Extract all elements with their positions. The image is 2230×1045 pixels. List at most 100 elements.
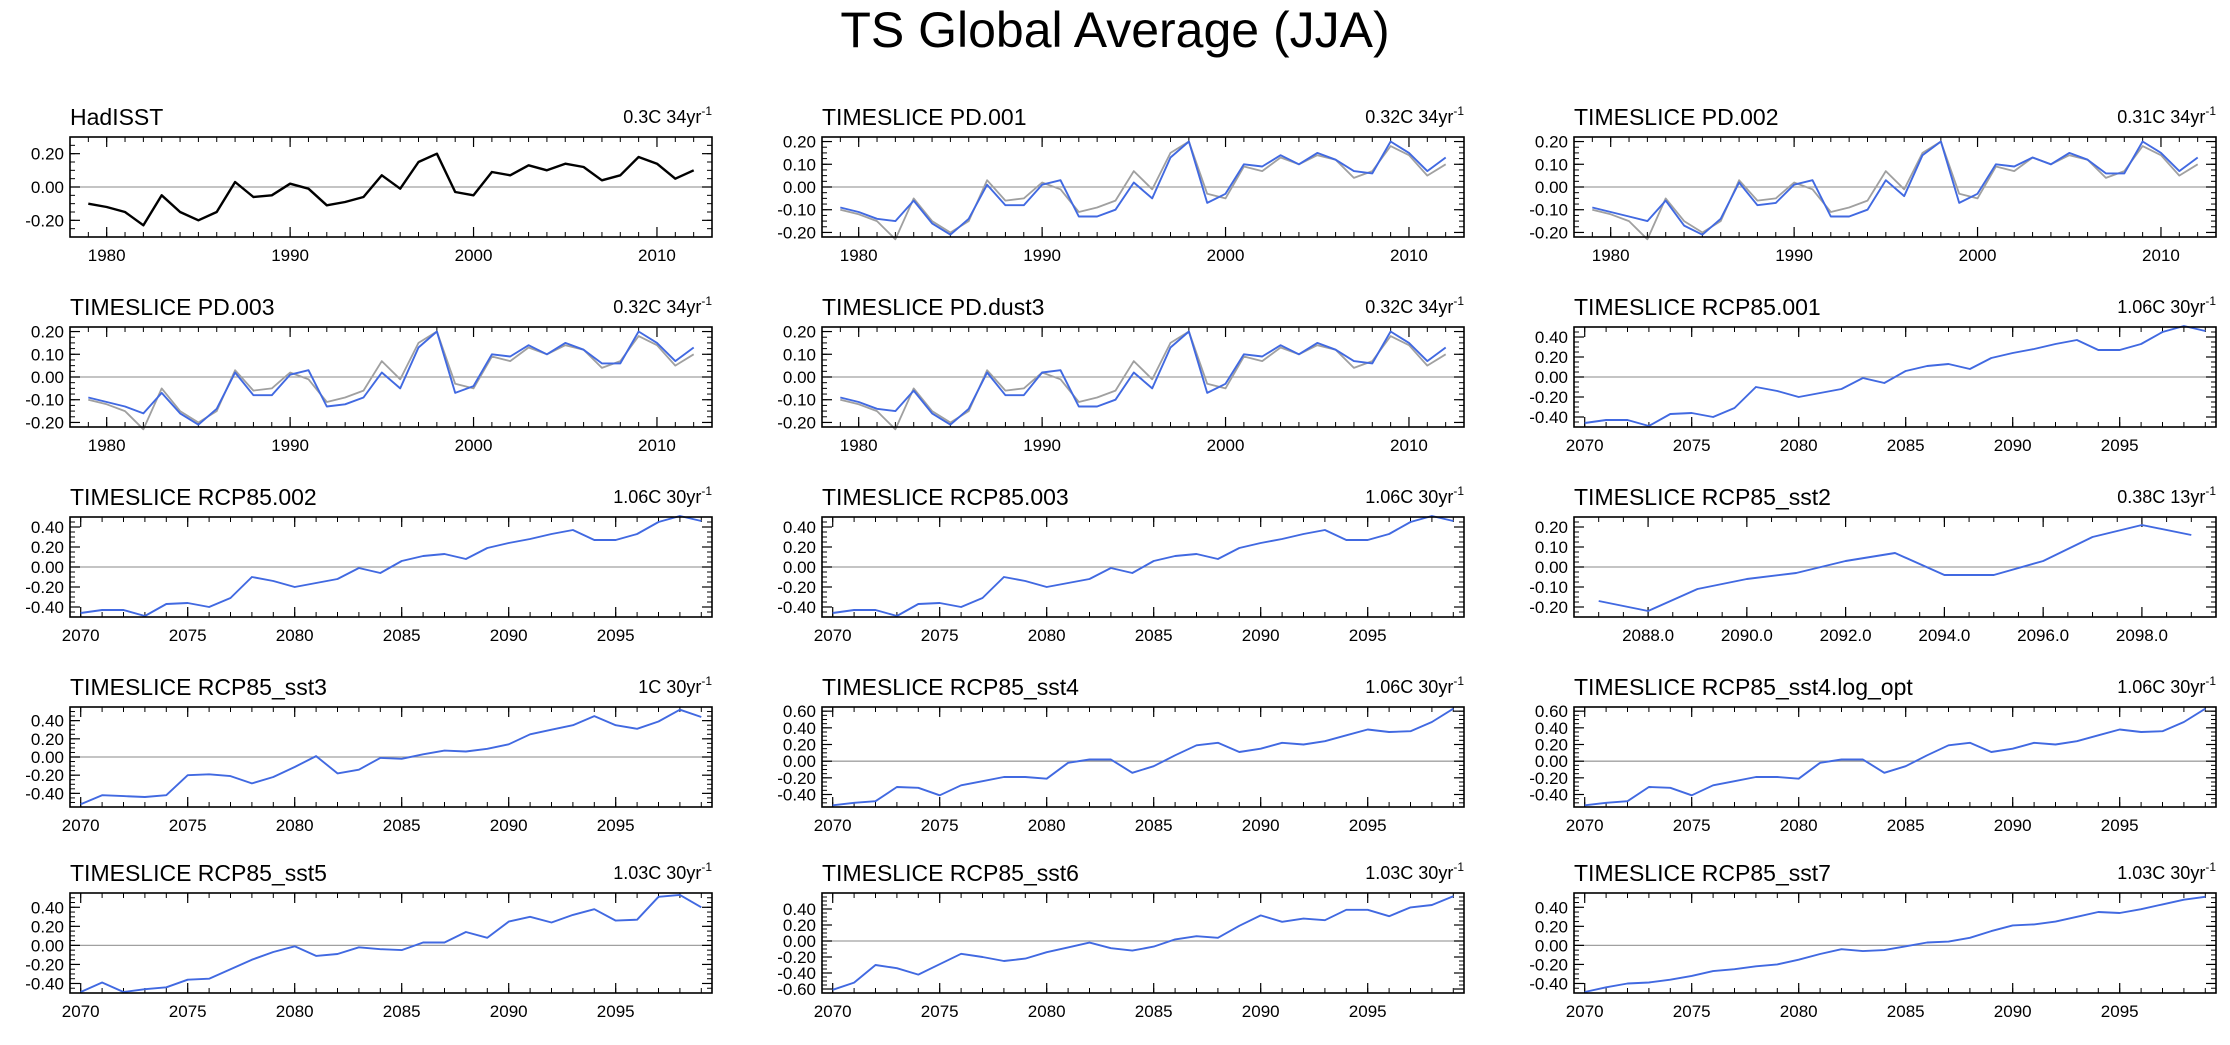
- x-tick-label: 1980: [840, 436, 878, 455]
- y-tick-label: -0.10: [777, 201, 816, 220]
- y-tick-label: 0.00: [1535, 558, 1568, 577]
- x-tick-label: 2085: [1887, 1002, 1925, 1021]
- y-tick-label: 0.20: [783, 323, 816, 342]
- x-tick-label: 2090: [1994, 816, 2032, 835]
- x-tick-label: 2070: [62, 626, 100, 645]
- y-tick-label: 0.00: [783, 558, 816, 577]
- y-tick-label: -0.20: [1529, 223, 1568, 242]
- x-tick-label: 2085: [1135, 816, 1173, 835]
- y-tick-label: 0.20: [783, 736, 816, 755]
- y-tick-label: 0.00: [783, 752, 816, 771]
- x-tick-label: 2095: [2101, 816, 2139, 835]
- plot-frame: [1573, 326, 2217, 428]
- x-tick-label: 2010: [2142, 246, 2180, 265]
- x-tick-label: 2090: [1994, 1002, 2032, 1021]
- x-tick-label: 2095: [2101, 1002, 2139, 1021]
- x-tick-label: 1990: [271, 436, 309, 455]
- panel-title: TIMESLICE RCP85.001: [1574, 294, 1821, 320]
- y-tick-label: -0.20: [1529, 598, 1568, 617]
- panel-title: TIMESLICE PD.dust3: [822, 294, 1044, 320]
- plot-frame: [69, 892, 713, 994]
- x-tick-label: 2075: [1673, 436, 1711, 455]
- y-tick-label: 0.00: [31, 178, 64, 197]
- x-tick-label: 2080: [276, 626, 314, 645]
- x-tick-label: 2070: [62, 1002, 100, 1021]
- trend-label: 1.03C 30yr-1: [2117, 860, 2216, 883]
- x-tick-label: 2010: [1390, 246, 1428, 265]
- panel: TIMESLICE RCP85_sst2 0.38C 13yr-1 2088.0 20…: [1529, 484, 2217, 645]
- trend-label: 1.06C 30yr-1: [2117, 674, 2216, 697]
- y-tick-label: -0.40: [1529, 408, 1568, 427]
- y-tick-label: 0.60: [783, 702, 816, 721]
- y-tick-label: -0.20: [777, 413, 816, 432]
- panel: TIMESLICE PD.001 0.32C 34yr-1 1980 1990 2000…: [777, 104, 1465, 265]
- y-tick-label: 0.00: [31, 936, 64, 955]
- y-tick-label: 0.20: [1535, 133, 1568, 152]
- trend-label: 1C 30yr-1: [638, 674, 712, 697]
- y-tick-label: 0.20: [783, 916, 816, 935]
- panel: TIMESLICE RCP85_sst4 1.06C 30yr-1 2070 2075…: [777, 674, 1465, 835]
- x-tick-label: 1990: [1775, 246, 1813, 265]
- trend-label: 0.32C 34yr-1: [613, 294, 712, 317]
- y-tick-label: -0.20: [1529, 769, 1568, 788]
- y-tick-label: -0.20: [25, 578, 64, 597]
- y-tick-label: 0.00: [783, 178, 816, 197]
- y-tick-label: 0.00: [1535, 178, 1568, 197]
- y-tick-label: -0.40: [1529, 974, 1568, 993]
- x-tick-label: 2080: [1780, 436, 1818, 455]
- plot-frame: [69, 326, 713, 428]
- x-tick-label: 2080: [1780, 1002, 1818, 1021]
- x-tick-label: 2096.0: [2017, 626, 2069, 645]
- series-line-obs-overlay: [1592, 140, 2199, 241]
- panel-title: TIMESLICE PD.002: [1574, 104, 1779, 130]
- x-tick-label: 2095: [597, 626, 635, 645]
- y-tick-label: 0.10: [31, 345, 64, 364]
- y-tick-label: -0.20: [25, 955, 64, 974]
- plot-frame: [1573, 516, 2217, 618]
- panel: TIMESLICE RCP85_sst3 1C 30yr-1 2070 2075 208…: [25, 674, 713, 835]
- y-tick-label: -0.20: [1529, 955, 1568, 974]
- x-tick-label: 2080: [276, 1002, 314, 1021]
- y-tick-label: 0.20: [783, 538, 816, 557]
- series-line-model: [1598, 524, 2192, 612]
- x-tick-label: 2085: [383, 1002, 421, 1021]
- y-tick-label: -0.60: [777, 980, 816, 999]
- x-tick-label: 1990: [1023, 436, 1061, 455]
- y-tick-label: -0.20: [777, 578, 816, 597]
- x-tick-label: 2094.0: [1918, 626, 1970, 645]
- plot-frame: [69, 706, 713, 808]
- y-tick-label: 0.00: [31, 558, 64, 577]
- panel: TIMESLICE RCP85.003 1.06C 30yr-1 2070 2075 2…: [777, 484, 1465, 645]
- y-tick-label: 0.10: [1535, 155, 1568, 174]
- y-tick-label: 0.40: [1535, 328, 1568, 347]
- panel: HadISST 0.3C 34yr-1 1980 1990 2000 2010 -0.20 0…: [25, 104, 713, 265]
- plot-frame: [69, 136, 713, 238]
- trend-exponent: -1: [701, 294, 712, 308]
- x-tick-label: 2070: [814, 1002, 852, 1021]
- x-tick-label: 2095: [597, 816, 635, 835]
- panel-title: HadISST: [70, 104, 163, 130]
- y-tick-label: -0.10: [1529, 201, 1568, 220]
- trend-exponent: -1: [2205, 294, 2216, 308]
- y-tick-label: 0.40: [783, 518, 816, 537]
- x-tick-label: 2010: [638, 246, 676, 265]
- x-tick-label: 1980: [88, 246, 126, 265]
- panel: TIMESLICE PD.dust3 0.32C 34yr-1 1980 1990 20…: [777, 294, 1465, 455]
- series-line-model: [832, 895, 1454, 991]
- trend-label: 1.03C 30yr-1: [1365, 860, 1464, 883]
- panel: TIMESLICE PD.003 0.32C 34yr-1 1980 1990 2000…: [25, 294, 713, 455]
- series-line-model: [840, 330, 1447, 426]
- x-tick-label: 2090: [1994, 436, 2032, 455]
- panel-title: TIMESLICE RCP85_sst7: [1574, 860, 1831, 886]
- y-tick-label: -0.10: [1529, 578, 1568, 597]
- y-tick-label: -0.20: [1529, 388, 1568, 407]
- panel-title: TIMESLICE RCP85_sst6: [822, 860, 1079, 886]
- series-line-obs: [88, 152, 695, 227]
- x-tick-label: 2080: [276, 816, 314, 835]
- series-line-model: [80, 515, 702, 617]
- x-tick-label: 2092.0: [1820, 626, 1872, 645]
- y-tick-label: -0.40: [1529, 786, 1568, 805]
- x-tick-label: 2090: [490, 816, 528, 835]
- trend-exponent: -1: [1453, 294, 1464, 308]
